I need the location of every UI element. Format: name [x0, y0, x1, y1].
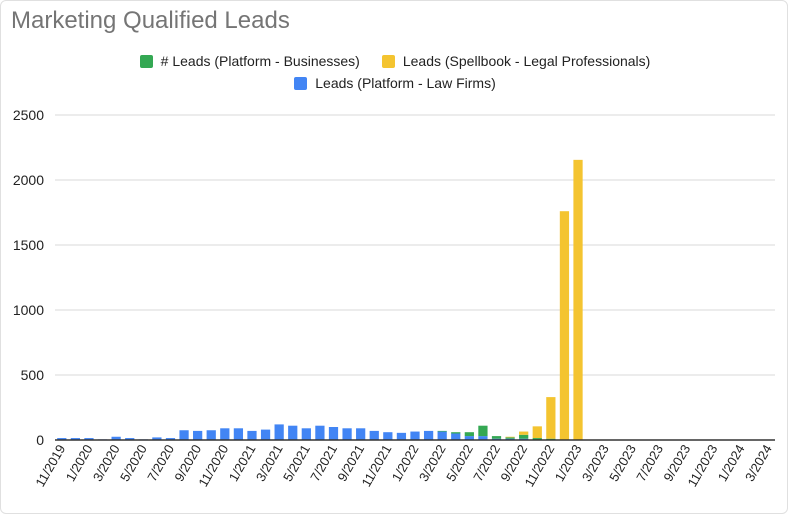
y-tick-label: 2000 — [13, 172, 44, 188]
bar-law-firms[interactable] — [125, 438, 135, 440]
bar-spellbook[interactable] — [532, 426, 542, 439]
bar-businesses[interactable] — [505, 437, 515, 439]
legend-swatch-law-firms — [294, 76, 308, 90]
bar-law-firms[interactable] — [84, 438, 94, 440]
bar-law-firms[interactable] — [220, 428, 230, 440]
bar-law-firms[interactable] — [464, 436, 474, 440]
bar-spellbook[interactable] — [505, 436, 515, 438]
bar-law-firms[interactable] — [451, 433, 461, 441]
legend-item-businesses[interactable]: # Leads (Platform - Businesses) — [139, 53, 360, 69]
bar-law-firms[interactable] — [410, 431, 420, 440]
bar-law-firms[interactable] — [247, 430, 257, 440]
bar-law-firms[interactable] — [383, 432, 393, 440]
bar-law-firms[interactable] — [478, 436, 488, 440]
bar-law-firms[interactable] — [206, 430, 216, 440]
bar-law-firms[interactable] — [233, 428, 244, 440]
bar-law-firms[interactable] — [396, 432, 407, 440]
bar-law-firms[interactable] — [179, 430, 189, 440]
bar-spellbook[interactable] — [546, 397, 556, 439]
x-tick-label: 11/2019 — [32, 442, 68, 489]
y-tick-label: 0 — [36, 432, 44, 448]
bar-spellbook[interactable] — [559, 211, 570, 440]
legend-swatch-businesses — [139, 54, 153, 68]
bar-law-firms[interactable] — [152, 437, 162, 440]
bar-law-firms[interactable] — [165, 438, 176, 440]
x-tick-label: 3/2024 — [742, 442, 775, 484]
bar-businesses[interactable] — [532, 438, 542, 440]
bar-businesses[interactable] — [519, 434, 529, 439]
bar-law-firms[interactable] — [328, 427, 339, 440]
chart-title: Marketing Qualified Leads — [11, 7, 290, 34]
y-tick-label: 1500 — [13, 237, 44, 253]
bar-law-firms[interactable] — [70, 438, 80, 440]
bar-businesses[interactable] — [491, 436, 502, 439]
bar-law-firms[interactable] — [111, 436, 121, 440]
bar-law-firms[interactable] — [260, 429, 271, 440]
bar-law-firms[interactable] — [356, 428, 366, 440]
bar-law-firms[interactable] — [274, 424, 284, 440]
bar-businesses[interactable] — [464, 432, 474, 437]
bar-spellbook[interactable] — [573, 159, 583, 440]
bar-law-firms[interactable] — [369, 430, 379, 440]
legend-row-2: Leads (Platform - Law Firms) — [1, 75, 788, 91]
legend-label-businesses: # Leads (Platform - Businesses) — [160, 53, 360, 69]
y-tick-label: 1000 — [13, 302, 44, 318]
legend-label-law-firms: Leads (Platform - Law Firms) — [315, 75, 496, 91]
bar-law-firms[interactable] — [342, 428, 352, 440]
bar-spellbook[interactable] — [519, 431, 529, 435]
bar-law-firms[interactable] — [423, 430, 434, 440]
bar-law-firms[interactable] — [193, 430, 203, 440]
bar-businesses[interactable] — [478, 425, 488, 437]
bar-businesses[interactable] — [451, 432, 461, 434]
bar-law-firms[interactable] — [57, 438, 67, 440]
legend-swatch-spellbook — [381, 54, 395, 68]
legend-item-spellbook[interactable]: Leads (Spellbook - Legal Professionals) — [381, 53, 651, 69]
legend-row-1: # Leads (Platform - Businesses) Leads (S… — [1, 53, 788, 69]
bar-law-firms[interactable] — [437, 431, 447, 440]
y-tick-label: 500 — [21, 367, 45, 383]
bar-businesses[interactable] — [437, 430, 447, 432]
bar-law-firms[interactable] — [288, 425, 298, 440]
legend-item-law-firms[interactable]: Leads (Platform - Law Firms) — [294, 75, 496, 91]
bar-law-firms[interactable] — [315, 425, 325, 440]
bar-law-firms[interactable] — [301, 428, 311, 440]
legend-label-spellbook: Leads (Spellbook - Legal Professionals) — [402, 53, 651, 69]
y-tick-label: 2500 — [13, 107, 44, 123]
